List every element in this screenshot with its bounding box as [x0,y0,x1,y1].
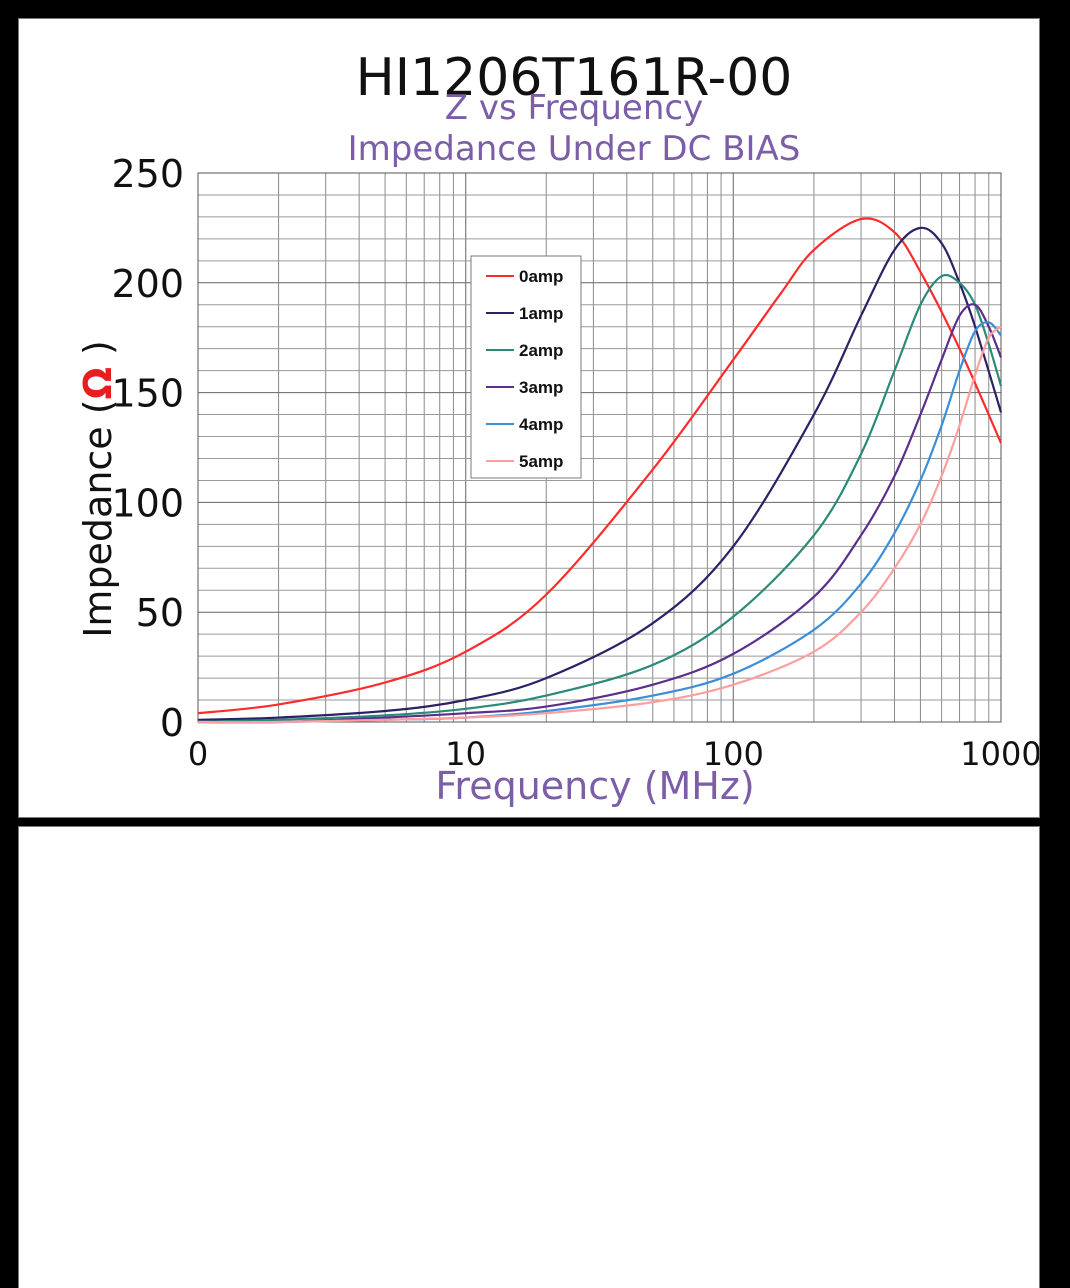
series-line-4amp [197,321,1002,724]
series-line-1amp [197,226,1003,721]
y-axis-label: Impedance (Ω ) [76,340,120,638]
legend-label-1amp: 1amp [519,304,563,323]
legend-label-3amp: 3amp [519,378,563,397]
legend-label-4amp: 4amp [519,415,563,434]
chart-subtitle-line-1: Z vs Frequency [445,88,703,128]
y-tick-label: 250 [111,152,184,196]
chart-panel: HI1206T161R-00 Z vs Frequency Impedance … [18,18,1040,818]
x-axis-ticks: 0 10 100 1000 [188,735,1039,773]
x-axis-label: Frequency (MHz) [435,764,754,808]
legend-label-5amp: 5amp [519,452,563,471]
x-tick-label: 1000 [960,735,1039,773]
y-tick-label: 200 [111,262,184,306]
legend-label-0amp: 0amp [519,267,563,286]
y-tick-label: 150 [111,372,184,416]
y-tick-label: 50 [136,591,184,635]
legend-box [470,255,582,479]
y-axis-label-unit: Ω [76,367,120,399]
series-lines [197,217,1003,724]
y-axis-ticks: 0 50 100 150 200 250 [111,152,184,745]
blank-panel [18,826,1040,1288]
chart-title: HI1206T161R-00 [356,48,793,108]
series-line-5amp [197,325,1002,724]
series-line-3amp [197,303,1003,724]
impedance-chart: HI1206T161R-00 Z vs Frequency Impedance … [76,48,1039,808]
x-tick-label: 0 [188,735,208,773]
chart-subtitle-line-2: Impedance Under DC BIAS [348,129,801,169]
grid-lines [198,173,1002,722]
x-tick-label: 10 [445,735,486,773]
y-tick-label: 0 [160,701,184,745]
plot-frame [197,172,1002,723]
x-tick-label: 100 [703,735,764,773]
series-line-0amp [197,217,1003,715]
y-axis-label-prefix: Impedance ( [76,399,120,637]
legend-label-2amp: 2amp [519,341,563,360]
y-axis-label-suffix: ) [76,340,120,367]
chart-legend: 0amp 1amp 2amp 3amp 4amp 5amp [470,255,582,479]
series-line-2amp [197,273,1003,724]
y-tick-label: 100 [111,481,184,525]
